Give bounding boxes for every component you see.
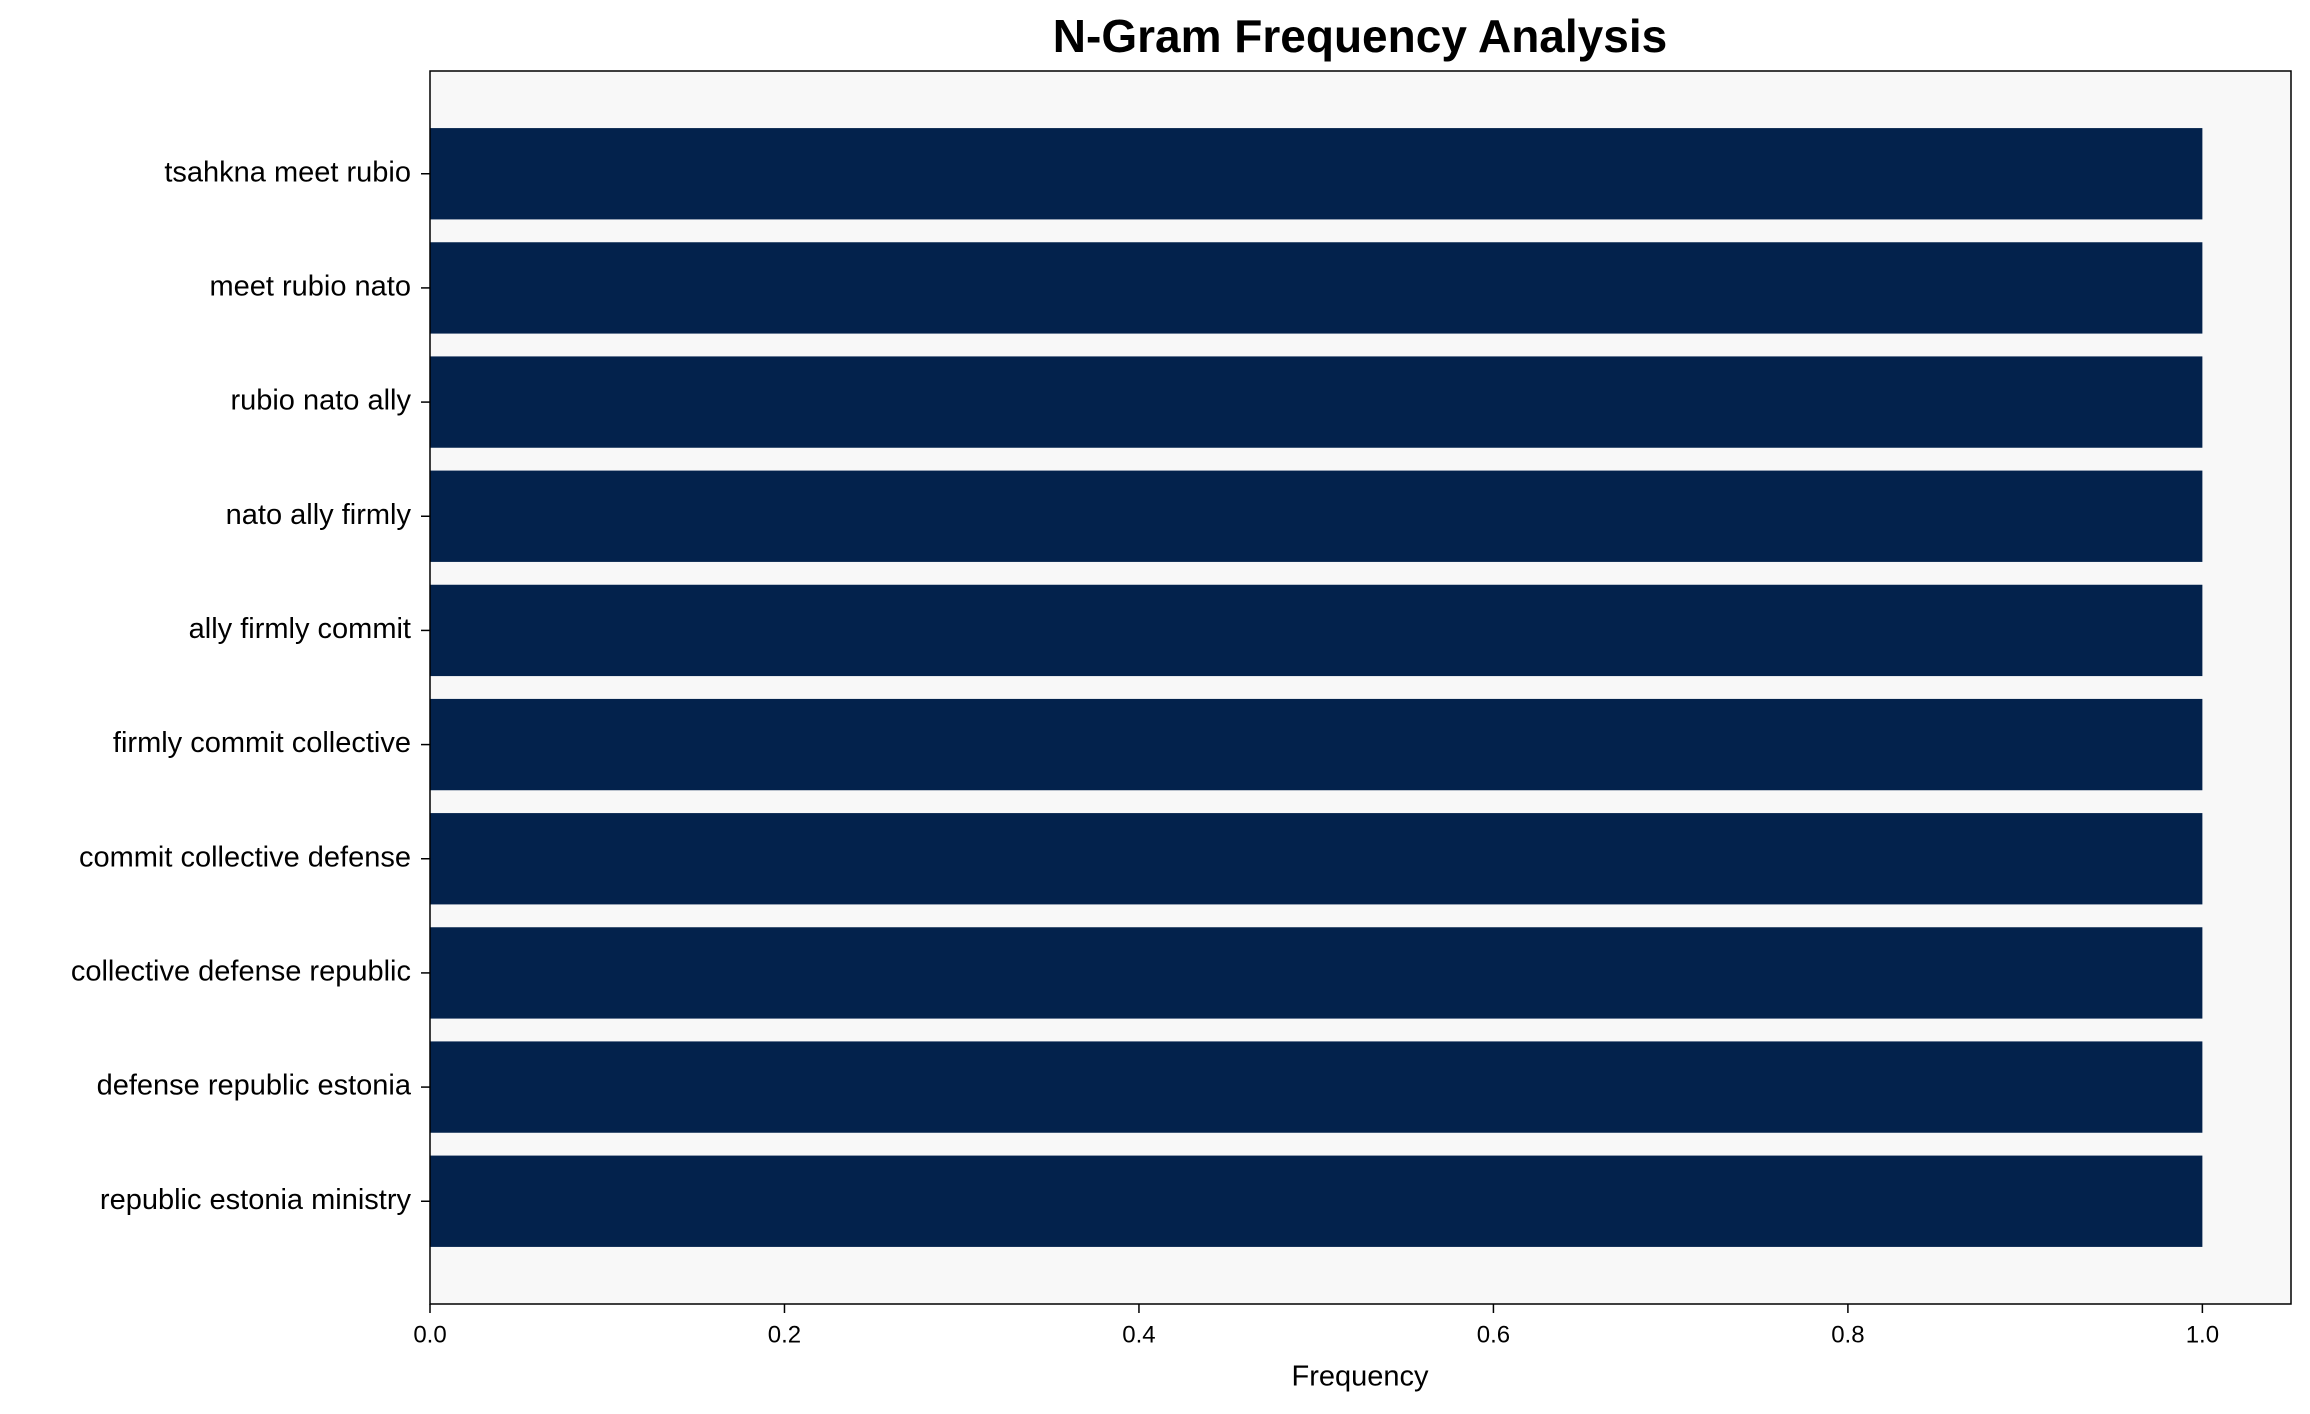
bar [430,1041,2203,1133]
bar [430,242,2203,334]
plot-frame [429,70,2292,1305]
x-tick-label: 0.2 [768,1321,801,1348]
y-tick-label: commit collective defense [79,841,411,873]
bar [430,927,2203,1019]
bar [430,128,2203,220]
x-tick-label: 0.4 [1122,1321,1155,1348]
bar [430,470,2203,562]
bar [430,584,2203,677]
x-axis-label: Frequency [1291,1361,1429,1393]
y-tick-label: nato ally firmly [226,499,412,531]
x-tick-label: 1.0 [2186,1321,2219,1348]
bar [430,698,2203,791]
y-tick-label: republic estonia ministry [100,1184,412,1216]
bar [430,356,2203,448]
y-tick-label: collective defense republic [71,956,411,988]
y-tick-label: firmly commit collective [113,727,411,759]
chart-title: N-Gram Frequency Analysis [1053,10,1667,62]
bar [430,1155,2203,1247]
x-tick-label: 0.8 [1831,1321,1864,1348]
y-tick-label: meet rubio nato [209,271,411,303]
y-tick-label: rubio nato ally [230,385,411,417]
x-tick-label: 0.6 [1477,1321,1510,1348]
bar [430,813,2203,905]
x-tick-label: 0.0 [413,1321,446,1348]
y-tick-label: defense republic estonia [97,1070,412,1102]
y-tick-label: tsahkna meet rubio [164,156,411,188]
y-tick-label: ally firmly commit [189,613,411,645]
